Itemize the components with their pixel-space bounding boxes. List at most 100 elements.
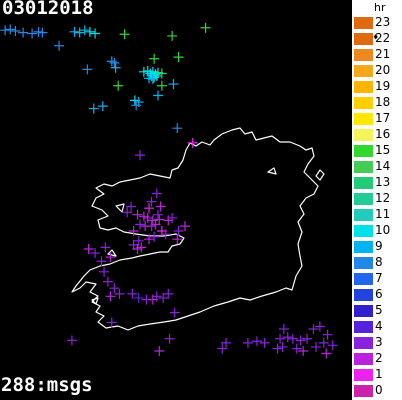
- strike-marker: [167, 30, 178, 41]
- strike-marker: [84, 26, 95, 37]
- strike-marker: [291, 343, 302, 354]
- legend-label: 19: [375, 79, 391, 93]
- strike-marker: [74, 27, 85, 38]
- strike-marker: [160, 229, 171, 240]
- legend-item-20: 20: [352, 63, 402, 78]
- legend-label: 17: [375, 111, 391, 125]
- strike-marker: [66, 335, 77, 346]
- legend-label: 13: [375, 175, 391, 189]
- legend-item-15: 15: [352, 143, 402, 158]
- strike-marker: [27, 28, 38, 39]
- strike-marker: [200, 22, 211, 33]
- strike-marker: [105, 252, 116, 263]
- legend-label: 18: [375, 95, 391, 109]
- legend-label: 9: [375, 239, 383, 253]
- strike-marker: [88, 103, 99, 114]
- strike-marker: [90, 28, 101, 39]
- legend-label: 12: [375, 191, 391, 205]
- legend-swatch: [354, 369, 373, 381]
- legend-swatch: [354, 289, 373, 301]
- strike-marker: [321, 348, 332, 359]
- legend-swatch: [354, 225, 373, 237]
- strike-marker: [167, 212, 178, 223]
- strike-marker: [109, 283, 120, 294]
- ireland-coastline: [71, 127, 325, 331]
- legend-label: 2: [375, 351, 383, 365]
- legend-item-5: 5: [352, 303, 402, 318]
- legend-label: 23: [375, 15, 391, 29]
- legend-label: 20: [375, 63, 391, 77]
- legend-swatch: [354, 49, 373, 61]
- strike-marker: [169, 307, 180, 318]
- strike-marker: [90, 248, 101, 259]
- strike-marker: [113, 80, 124, 91]
- strike-marker: [278, 323, 289, 334]
- legend-item-12: 12: [352, 191, 402, 206]
- legend-label: 22: [375, 31, 391, 45]
- legend-item-11: 11: [352, 207, 402, 222]
- strike-marker: [311, 341, 322, 352]
- strike-marker: [308, 323, 319, 334]
- strike-marker: [287, 333, 298, 344]
- strike-marker: [221, 337, 232, 348]
- strike-marker: [322, 329, 333, 340]
- strike-marker: [251, 336, 262, 347]
- legend-swatch: [354, 65, 373, 77]
- legend-item-9: 9: [352, 239, 402, 254]
- legend-item-7: 7: [352, 271, 402, 286]
- strike-marker: [83, 243, 94, 254]
- legend-item-16: 16: [352, 127, 402, 142]
- strike-marker: [100, 242, 111, 253]
- strike-marker: [147, 74, 158, 85]
- strike-marker: [149, 231, 160, 242]
- legend-label: 16: [375, 127, 391, 141]
- strike-marker: [242, 337, 253, 348]
- legend-label: 11: [375, 207, 391, 221]
- strike-marker: [144, 234, 155, 245]
- legend-item-10: 10: [352, 223, 402, 238]
- legend-item-22: ♦ 22: [352, 31, 402, 46]
- legend-label: 15: [375, 143, 391, 157]
- legend-item-13: 13: [352, 175, 402, 190]
- legend-item-4: 4: [352, 319, 402, 334]
- legend-label: 14: [375, 159, 391, 173]
- strike-marker: [18, 27, 29, 38]
- strike-marker: [153, 209, 164, 220]
- legend-label: 4: [375, 319, 383, 333]
- strike-marker: [164, 333, 175, 344]
- strike-marker: [172, 123, 183, 134]
- strike-marker: [132, 209, 143, 220]
- legend-swatch: [354, 97, 373, 109]
- legend-label: 6: [375, 287, 383, 301]
- strike-marker: [149, 53, 160, 64]
- lightning-map: [0, 22, 338, 359]
- strike-marker: [102, 276, 113, 287]
- strike-marker: [106, 56, 117, 67]
- legend-swatch: [354, 113, 373, 125]
- strike-marker: [37, 27, 48, 38]
- strike-marker: [146, 196, 157, 207]
- legend-swatch: [354, 193, 373, 205]
- legend-label: 0: [375, 383, 383, 397]
- legend-swatch: [354, 145, 373, 157]
- strike-markers: [0, 22, 338, 359]
- strike-marker: [126, 201, 137, 212]
- strike-marker: [127, 288, 138, 299]
- strike-marker: [82, 64, 93, 75]
- strike-marker: [151, 188, 162, 199]
- strike-marker: [156, 68, 167, 79]
- strike-marker: [259, 337, 270, 348]
- legend-item-14: 14: [352, 159, 402, 174]
- legend-item-6: 6: [352, 287, 402, 302]
- strike-marker: [179, 221, 190, 232]
- legend-swatch: [354, 257, 373, 269]
- strike-marker: [109, 57, 120, 68]
- strike-marker: [277, 341, 288, 352]
- strike-marker: [153, 90, 164, 101]
- strike-marker: [69, 26, 80, 37]
- strike-marker: [173, 226, 184, 237]
- strike-marker: [135, 150, 146, 161]
- strike-marker: [295, 335, 306, 346]
- strike-marker: [0, 25, 11, 36]
- strike-marker: [217, 343, 228, 354]
